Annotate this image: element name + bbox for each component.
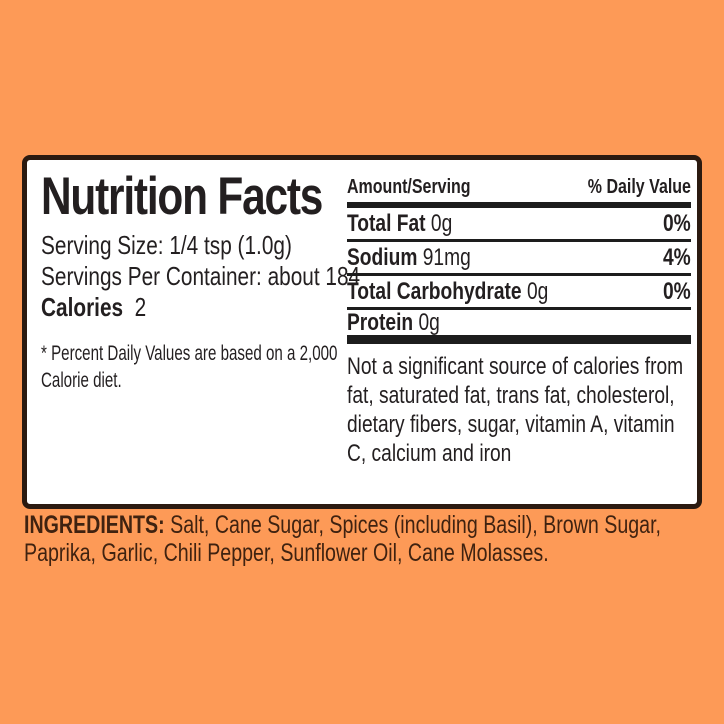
sodium-daily-value: 4% [663,243,691,271]
daily-value-footnote: * Percent Daily Values are based on a 2,… [41,342,338,392]
nutrient-row-protein: Protein 0g [347,309,691,344]
nutrient-table: Amount/Serving % Daily Value Total Fat 0… [347,176,691,468]
nutrient-table-header: Amount/Serving % Daily Value [347,176,691,208]
calories-line: Calories 2 [41,292,343,323]
nutrient-row-total-fat: Total Fat 0g 0% [347,208,691,242]
nutrient-row-sodium: Sodium 91mg 4% [347,242,691,276]
nutrition-facts-left-column: Nutrition Facts Serving Size: 1/4 tsp (1… [41,168,361,394]
servings-per-container: Servings Per Container: about 184 [41,261,361,291]
total-fat-daily-value: 0% [663,209,691,237]
ingredients-label: INGREDIENTS: [24,511,165,539]
nutrition-facts-title-text: Nutrition Facts [41,167,323,226]
nutrient-row-total-carbohydrate: Total Carbohydrate 0g 0% [347,276,691,310]
percent-daily-value-header: % Daily Value [587,176,691,198]
ingredients-list: Salt, Cane Sugar, Spices (including Basi… [24,511,662,567]
not-significant-source-note: Not a significant source of calories fro… [347,353,684,467]
nutrition-facts-title: Nutrition Facts [41,168,343,226]
calories-value: 2 [134,292,147,322]
ingredients-statement: INGREDIENTS: Salt, Cane Sugar, Spices (i… [24,511,705,567]
serving-size: Serving Size: 1/4 tsp (1.0g) [41,230,292,260]
amount-per-serving-header: Amount/Serving [347,176,471,198]
calories-label: Calories [41,292,124,322]
total-carbohydrate-daily-value: 0% [663,277,691,305]
nutrition-facts-panel: Nutrition Facts Serving Size: 1/4 tsp (1… [22,155,702,509]
